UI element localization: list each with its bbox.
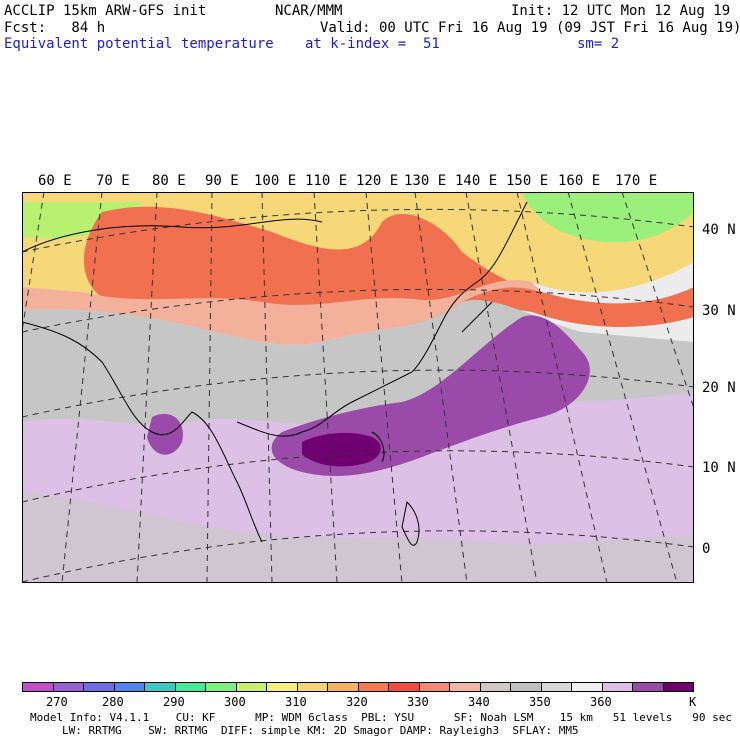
colorbar-swatch <box>175 683 206 691</box>
colorbar-label: 330 <box>407 695 429 709</box>
colorbar-swatch <box>236 683 267 691</box>
model-info-line2: LW: RRTMG SW: RRTMG DIFF: simple KM: 2D … <box>62 724 579 737</box>
colorbar-swatch <box>328 683 359 691</box>
colorbar-swatch <box>450 683 481 691</box>
colorbar-label: 340 <box>468 695 490 709</box>
colorbar-label: 290 <box>163 695 185 709</box>
coastlines <box>22 201 528 546</box>
model-info-line1: Model Info: V4.1.1 CU: KF MP: WDM 6class… <box>30 711 732 724</box>
field-name: Equivalent potential temperature <box>4 36 274 52</box>
colorbar-swatch <box>84 683 115 691</box>
lon-label: 150 E <box>506 173 549 189</box>
lon-label: 170 E <box>615 173 658 189</box>
colorbar-swatch <box>663 683 693 691</box>
colorbar-swatch <box>480 683 511 691</box>
lon-label: 60 E <box>38 173 72 189</box>
field-band-salmon <box>22 279 542 345</box>
colorbar-swatch <box>358 683 389 691</box>
field-band-green <box>522 192 694 243</box>
lat-label: 20 N <box>702 380 736 396</box>
forecast-hour: Fcst: 84 h <box>4 20 106 36</box>
colorbar-label: 310 <box>285 695 307 709</box>
model-title: ACCLIP 15km ARW-GFS init <box>4 3 207 19</box>
lat-label: 30 N <box>702 303 736 319</box>
lat-label: 10 N <box>702 460 736 476</box>
valid-time: Valid: 00 UTC Fri 16 Aug 19 (09 JST Fri … <box>320 20 740 36</box>
theta-e-map <box>22 192 694 583</box>
colorbar-label: 300 <box>224 695 246 709</box>
colorbar-unit: K <box>689 695 697 709</box>
lon-label: 120 E <box>356 173 399 189</box>
lon-label: 160 E <box>558 173 601 189</box>
colorbar-label: 280 <box>102 695 124 709</box>
colorbar-label: 360 <box>590 695 612 709</box>
colorbar-label: 270 <box>46 695 68 709</box>
colorbar-swatch <box>511 683 542 691</box>
colorbar-swatch <box>419 683 450 691</box>
colorbar-swatch <box>541 683 572 691</box>
field-core-darkpurple <box>302 432 381 467</box>
init-time: Init: 12 UTC Mon 12 Aug 19 <box>511 3 731 19</box>
lon-gridlines <box>22 192 694 583</box>
level-label: at k-index = 51 <box>305 36 440 52</box>
org-label: NCAR/MMM <box>275 3 343 19</box>
colorbar-label: 320 <box>346 695 368 709</box>
colorbar-label: 350 <box>529 695 551 709</box>
lat-label: 40 N <box>702 222 736 238</box>
colorbar <box>22 682 694 692</box>
colorbar-swatch <box>145 683 176 691</box>
colorbar-swatch <box>572 683 603 691</box>
lon-label: 110 E <box>305 173 348 189</box>
colorbar-swatch <box>602 683 633 691</box>
lon-label: 140 E <box>455 173 498 189</box>
lon-label: 80 E <box>152 173 186 189</box>
field-ocean-grey <box>22 492 694 583</box>
lon-label: 100 E <box>254 173 297 189</box>
map-frame <box>22 192 694 583</box>
lon-label: 70 E <box>96 173 130 189</box>
colorbar-swatch <box>53 683 84 691</box>
colorbar-swatch <box>633 683 664 691</box>
lon-label: 90 E <box>205 173 239 189</box>
colorbar-swatch <box>206 683 237 691</box>
lon-label: 130 E <box>404 173 447 189</box>
colorbar-swatch <box>267 683 298 691</box>
colorbar-swatch <box>114 683 145 691</box>
lat-label: 0 <box>702 541 711 557</box>
smoothing-label: sm= 2 <box>577 36 620 52</box>
colorbar-swatch <box>389 683 420 691</box>
colorbar-swatch <box>297 683 328 691</box>
colorbar-swatch <box>23 683 54 691</box>
